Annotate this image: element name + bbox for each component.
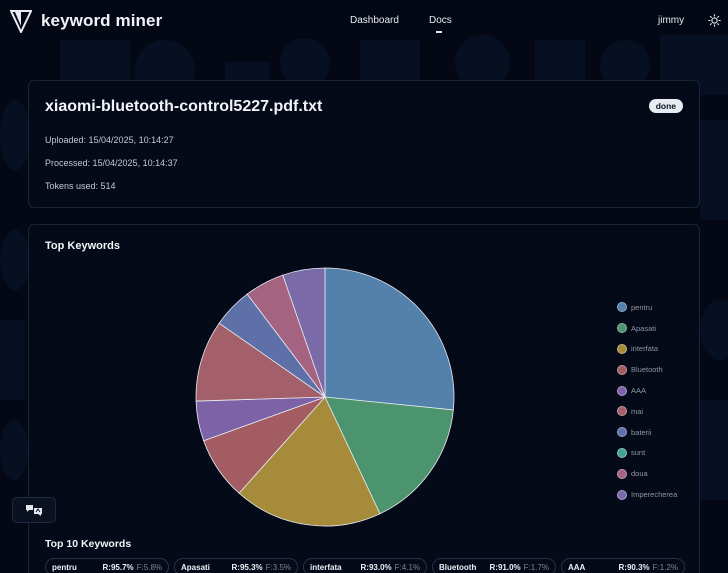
translate-button[interactable] [12, 497, 56, 523]
v-shield-icon[interactable] [10, 9, 32, 33]
legend-label: AAA [631, 386, 647, 396]
keyword-chip[interactable]: Bluetooth R:91.0% F:1.7% [432, 558, 556, 573]
keyword-relevance: R:91.0% [489, 562, 521, 572]
legend-item-imperecherea[interactable]: Imperecherea [617, 484, 677, 505]
keyword-chip[interactable]: AAA R:90.3% F:1.2% [561, 558, 685, 573]
legend-item-aaa[interactable]: AAA [617, 380, 677, 401]
legend-label: mai [631, 406, 644, 416]
pie-slice-apasati[interactable] [324, 396, 454, 515]
legend-swatch [617, 343, 627, 354]
document-info-card: xiaomi-bluetooth-control5227.pdf.txt don… [28, 80, 700, 208]
keyword-chip[interactable]: pentru R:95.7% F:5.8% [45, 558, 169, 573]
keyword-frequency: F:1.7% [523, 562, 549, 572]
translate-icon [26, 505, 42, 516]
legend-label: Bluetooth [631, 365, 663, 375]
legend-swatch [617, 302, 627, 313]
document-title: xiaomi-bluetooth-control5227.pdf.txt [45, 98, 323, 115]
keyword-frequency: F:5.8% [136, 562, 162, 572]
legend-swatch [617, 406, 627, 417]
keyword-relevance: R:93.0% [360, 562, 392, 572]
legend-item-bluetooth[interactable]: Bluetooth [617, 359, 677, 380]
legend-label: pentru [631, 302, 653, 312]
legend-item-pentru[interactable]: pentru [617, 297, 677, 318]
status-badge: done [648, 99, 683, 113]
chart-legend: pentru Apasati interfata Bluetooth AAA mai bat… [617, 297, 677, 505]
app-title[interactable]: keyword miner [41, 11, 163, 30]
keyword-name: Apasati [181, 562, 210, 572]
pie-slice-mai[interactable] [195, 322, 327, 402]
legend-swatch [617, 489, 627, 500]
keyword-chip[interactable]: Apasati R:95.3% F:3.5% [174, 558, 298, 573]
legend-label: interfata [631, 344, 659, 354]
legend-item-baterii[interactable]: baterii [617, 422, 677, 443]
pie-slice-imperecherea[interactable] [282, 267, 326, 398]
legend-label: sunt [631, 448, 646, 458]
keyword-chip[interactable]: interfata R:93.0% F:4.1% [303, 558, 427, 573]
keyword-frequency: F:3.5% [265, 562, 291, 572]
keyword-relevance: R:90.3% [618, 562, 650, 572]
legend-item-sunt[interactable]: sunt [617, 443, 677, 464]
keyword-relevance: R:95.3% [231, 562, 263, 572]
legend-label: Imperecherea [631, 490, 678, 500]
user-menu[interactable]: jimmy [658, 15, 685, 26]
legend-swatch [617, 447, 627, 458]
legend-swatch [617, 385, 627, 396]
chart-title: Top Keywords [45, 240, 120, 252]
uploaded-timestamp: Uploaded: 15/04/2025, 10:14:27 [45, 135, 174, 145]
legend-label: doua [631, 469, 648, 479]
top10-keyword-list: pentru R:95.7% F:5.8% Apasati R:95.3% F:3.5% i… [45, 558, 725, 573]
processed-timestamp: Processed: 15/04/2025, 10:14:37 [45, 158, 178, 168]
keyword-name: pentru [52, 562, 77, 572]
keyword-frequency: F:1.2% [652, 562, 678, 572]
nav-dashboard[interactable]: Dashboard [350, 15, 399, 26]
legend-label: baterii [631, 427, 652, 437]
legend-item-apasati[interactable]: Apasati [617, 318, 677, 339]
pie-slice-interfata[interactable] [238, 396, 381, 527]
sun-icon[interactable] [708, 14, 721, 27]
legend-swatch [617, 364, 627, 375]
legend-item-mai[interactable]: mai [617, 401, 677, 422]
nav-docs[interactable]: Docs [429, 15, 452, 26]
keyword-relevance: R:95.7% [102, 562, 134, 572]
keywords-pie-chart [195, 267, 455, 527]
legend-swatch [617, 427, 627, 438]
legend-item-doua[interactable]: doua [617, 463, 677, 484]
top-navbar: keyword miner Dashboard Docs jimmy [0, 0, 728, 44]
keyword-name: AAA [568, 562, 586, 572]
top10-title: Top 10 Keywords [45, 538, 132, 550]
keyword-frequency: F:4.1% [394, 562, 420, 572]
legend-item-interfata[interactable]: interfata [617, 339, 677, 360]
keyword-name: interfata [310, 562, 342, 572]
legend-label: Apasati [631, 323, 657, 333]
keyword-name: Bluetooth [439, 562, 477, 572]
active-nav-indicator [436, 31, 442, 33]
tokens-used: Tokens used: 514 [45, 181, 116, 191]
legend-swatch [617, 468, 627, 479]
keywords-chart-card: Top Keywords pentru Apasati interfata Bluet… [28, 224, 700, 573]
pie-slice-pentru[interactable] [324, 267, 455, 411]
legend-swatch [617, 323, 627, 334]
